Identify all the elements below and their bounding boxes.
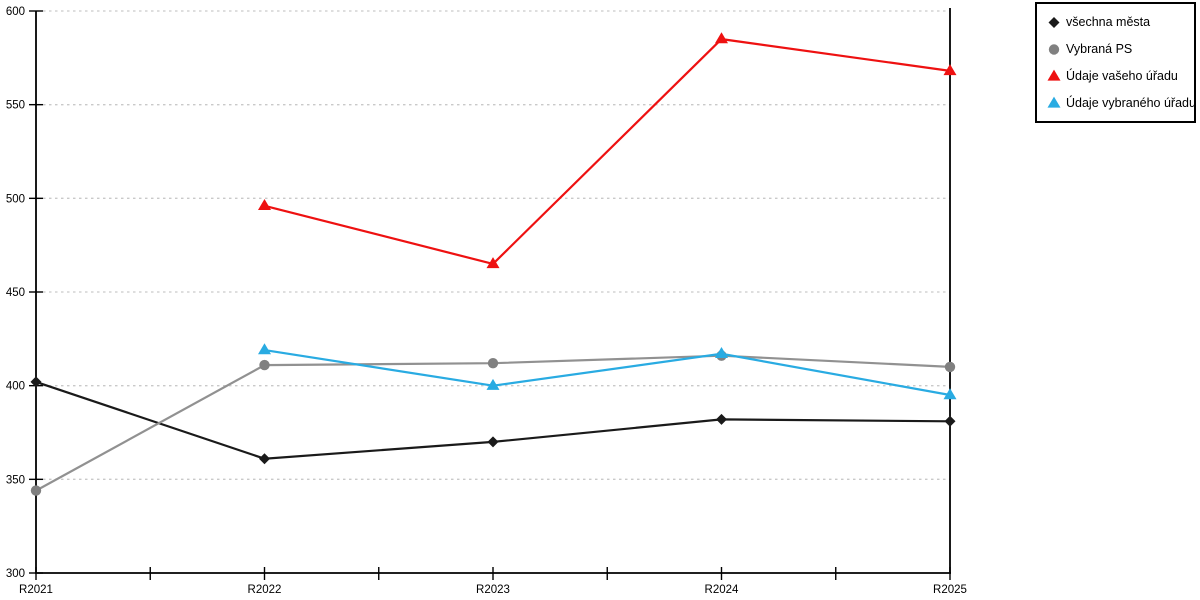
svg-text:500: 500	[6, 193, 25, 205]
svg-text:R2025: R2025	[933, 584, 967, 596]
svg-text:600: 600	[6, 6, 25, 18]
legend-label: Údaje vybraného úřadu	[1066, 96, 1196, 110]
svg-text:300: 300	[6, 568, 25, 580]
triangle-marker-icon	[1047, 69, 1061, 83]
legend-item-vybrana-ps: Vybraná PS	[1047, 40, 1186, 58]
triangle-marker-icon	[1047, 96, 1061, 110]
legend-label: Vybraná PS	[1066, 42, 1133, 56]
svg-text:R2023: R2023	[476, 584, 510, 596]
chart-legend: všechna města Vybraná PS Údaje vašeho úř…	[1035, 2, 1196, 123]
svg-text:R2024: R2024	[705, 584, 739, 596]
legend-label: všechna města	[1066, 15, 1151, 29]
svg-text:R2021: R2021	[19, 584, 53, 596]
svg-text:R2022: R2022	[248, 584, 282, 596]
legend-item-vsechna-mesta: všechna města	[1047, 13, 1186, 31]
diamond-marker-icon	[1047, 15, 1061, 29]
line-chart-plot: 300 350 400 450 500 550 600 R2021 R2022 R2023 R202…	[6, 6, 967, 596]
svg-text:400: 400	[6, 381, 25, 393]
svg-text:550: 550	[6, 100, 25, 112]
svg-text:350: 350	[6, 474, 25, 486]
circle-marker-icon	[1047, 42, 1061, 56]
legend-item-udaje-vaseho-uradu: Údaje vašeho úřadu	[1047, 67, 1186, 85]
legend-item-udaje-vybraneho-uradu: Údaje vybraného úřadu	[1047, 94, 1196, 112]
svg-text:450: 450	[6, 287, 25, 299]
legend-label: Údaje vašeho úřadu	[1066, 69, 1178, 83]
